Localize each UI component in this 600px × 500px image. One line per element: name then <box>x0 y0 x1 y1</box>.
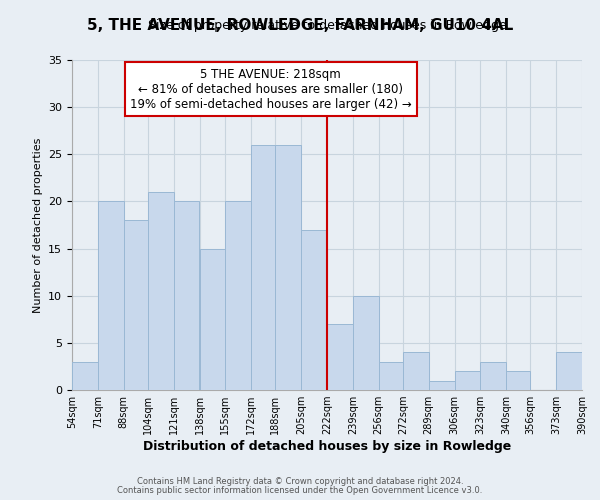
Text: Contains public sector information licensed under the Open Government Licence v3: Contains public sector information licen… <box>118 486 482 495</box>
Bar <box>275 145 301 390</box>
Bar <box>506 371 530 390</box>
Bar <box>124 220 148 390</box>
Bar <box>353 296 379 390</box>
Y-axis label: Number of detached properties: Number of detached properties <box>32 138 43 312</box>
Bar <box>481 362 506 390</box>
Bar <box>403 352 428 390</box>
Bar <box>199 248 226 390</box>
Bar <box>226 202 251 390</box>
Bar <box>98 202 124 390</box>
Text: 5 THE AVENUE: 218sqm
← 81% of detached houses are smaller (180)
19% of semi-deta: 5 THE AVENUE: 218sqm ← 81% of detached h… <box>130 68 412 110</box>
Bar <box>428 380 455 390</box>
Bar <box>327 324 353 390</box>
Bar <box>379 362 403 390</box>
Bar <box>556 352 582 390</box>
Title: Size of property relative to detached houses in Rowledge: Size of property relative to detached ho… <box>148 20 506 32</box>
X-axis label: Distribution of detached houses by size in Rowledge: Distribution of detached houses by size … <box>143 440 511 453</box>
Bar <box>72 362 98 390</box>
Bar <box>173 202 199 390</box>
Bar <box>301 230 327 390</box>
Text: Contains HM Land Registry data © Crown copyright and database right 2024.: Contains HM Land Registry data © Crown c… <box>137 477 463 486</box>
Text: 5, THE AVENUE, ROWLEDGE, FARNHAM, GU10 4AL: 5, THE AVENUE, ROWLEDGE, FARNHAM, GU10 4… <box>87 18 513 32</box>
Bar <box>455 371 481 390</box>
Bar <box>148 192 173 390</box>
Bar <box>251 145 275 390</box>
